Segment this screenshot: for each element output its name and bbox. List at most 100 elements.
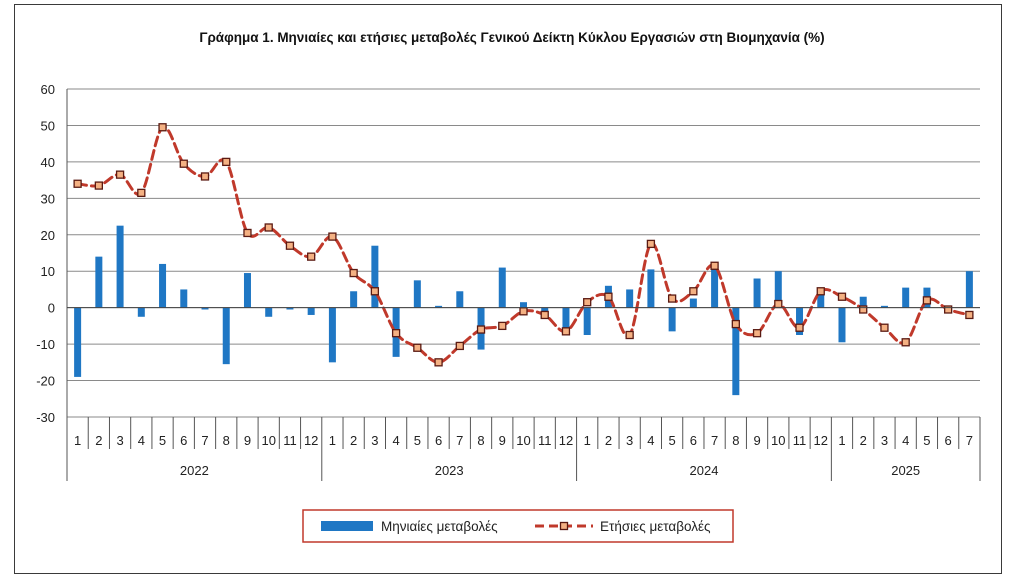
- y-tick-label: -30: [36, 410, 55, 425]
- month-label: 8: [477, 433, 484, 448]
- bar-monthly: [286, 307, 294, 310]
- month-label: 4: [138, 433, 145, 448]
- point-annual: [370, 287, 380, 296]
- point-annual: [434, 358, 443, 367]
- month-label: 7: [201, 433, 208, 448]
- legend-box: [302, 509, 734, 543]
- point-annual: [583, 298, 592, 307]
- bar-monthly: [902, 287, 910, 308]
- month-label: 7: [966, 433, 973, 448]
- bar-monthly: [350, 291, 358, 308]
- point-annual: [646, 239, 656, 249]
- legend: Μηνιαίες μεταβολές Ετήσιες μεταβολές: [302, 509, 734, 543]
- point-annual: [519, 307, 528, 316]
- point-annual: [689, 287, 698, 296]
- bar-monthly: [435, 305, 443, 308]
- bar-monthly: [880, 305, 888, 308]
- month-label: 11: [283, 433, 297, 448]
- point-annual: [859, 305, 868, 314]
- bar-monthly: [583, 307, 591, 335]
- month-label: 3: [881, 433, 888, 448]
- month-label: 6: [945, 433, 952, 448]
- bar-monthly: [817, 293, 825, 308]
- month-label: 1: [329, 433, 336, 448]
- point-annual: [944, 305, 953, 314]
- point-annual: [455, 341, 464, 351]
- month-label: 9: [244, 433, 251, 448]
- month-label: 4: [902, 433, 909, 448]
- bar-monthly: [328, 307, 336, 363]
- month-label: 1: [74, 433, 81, 448]
- y-tick-label: 60: [41, 82, 55, 97]
- point-annual: [222, 157, 231, 167]
- point-annual: [625, 330, 634, 340]
- legend-swatch-annual-marker: [559, 521, 569, 531]
- bar-monthly: [520, 302, 527, 308]
- y-tick-label: 20: [41, 228, 55, 243]
- y-tick-label: -10: [36, 337, 55, 352]
- bar-monthly: [307, 307, 315, 315]
- bar-monthly: [116, 225, 124, 308]
- month-label: 9: [753, 433, 760, 448]
- y-tick-label: -20: [36, 374, 55, 389]
- point-annual: [816, 287, 825, 296]
- bar-monthly: [265, 307, 273, 317]
- bar-monthly: [222, 307, 230, 365]
- year-label: 2022: [180, 463, 209, 478]
- point-annual: [561, 327, 571, 336]
- point-annual: [264, 223, 273, 232]
- month-label: 3: [626, 433, 633, 448]
- year-label: 2024: [690, 463, 719, 478]
- bar-monthly: [137, 307, 145, 317]
- legend-swatch-monthly: [321, 521, 373, 531]
- bar-monthly: [562, 307, 570, 332]
- point-annual: [731, 319, 740, 329]
- point-annual: [349, 268, 358, 278]
- point-annual: [200, 172, 210, 181]
- point-annual: [179, 159, 188, 168]
- month-label: 12: [559, 433, 573, 448]
- point-annual: [965, 310, 974, 320]
- point-annual: [752, 329, 762, 338]
- bar-monthly: [838, 307, 846, 343]
- y-tick-label: 10: [41, 264, 55, 279]
- month-label: 2: [95, 433, 102, 448]
- point-annual: [880, 323, 889, 332]
- year-label: 2023: [435, 463, 464, 478]
- bar-monthly: [732, 307, 740, 396]
- y-tick-label: 0: [48, 301, 55, 316]
- month-label: 2: [605, 433, 612, 448]
- point-annual: [667, 294, 677, 303]
- bar-monthly: [498, 267, 506, 308]
- gridlines: [67, 88, 980, 418]
- bar-monthly: [74, 307, 82, 377]
- point-annual: [901, 338, 910, 347]
- month-label: 3: [371, 433, 378, 448]
- y-tick-label: 40: [41, 155, 55, 170]
- bar-monthly: [647, 269, 655, 308]
- legend-label-annual: Ετήσιες μεταβολές: [600, 519, 711, 534]
- bar-monthly: [371, 245, 379, 308]
- month-label: 11: [538, 433, 552, 448]
- month-label: 4: [392, 433, 399, 448]
- month-label: 11: [793, 433, 807, 448]
- point-annual: [115, 170, 125, 179]
- bar-monthly: [711, 265, 719, 308]
- point-annual: [158, 123, 167, 132]
- bar-monthly: [180, 289, 188, 308]
- month-label: 6: [180, 433, 187, 448]
- annual-line: [73, 123, 974, 367]
- point-annual: [307, 252, 316, 261]
- month-label: 9: [499, 433, 506, 448]
- y-tick-label: 50: [41, 118, 55, 133]
- month-label: 5: [923, 433, 930, 448]
- point-annual: [795, 323, 804, 332]
- month-label: 12: [304, 433, 318, 448]
- bar-monthly: [626, 289, 634, 308]
- month-label: 7: [711, 433, 718, 448]
- point-annual: [243, 228, 252, 238]
- month-label: 6: [435, 433, 442, 448]
- point-annual: [285, 241, 295, 250]
